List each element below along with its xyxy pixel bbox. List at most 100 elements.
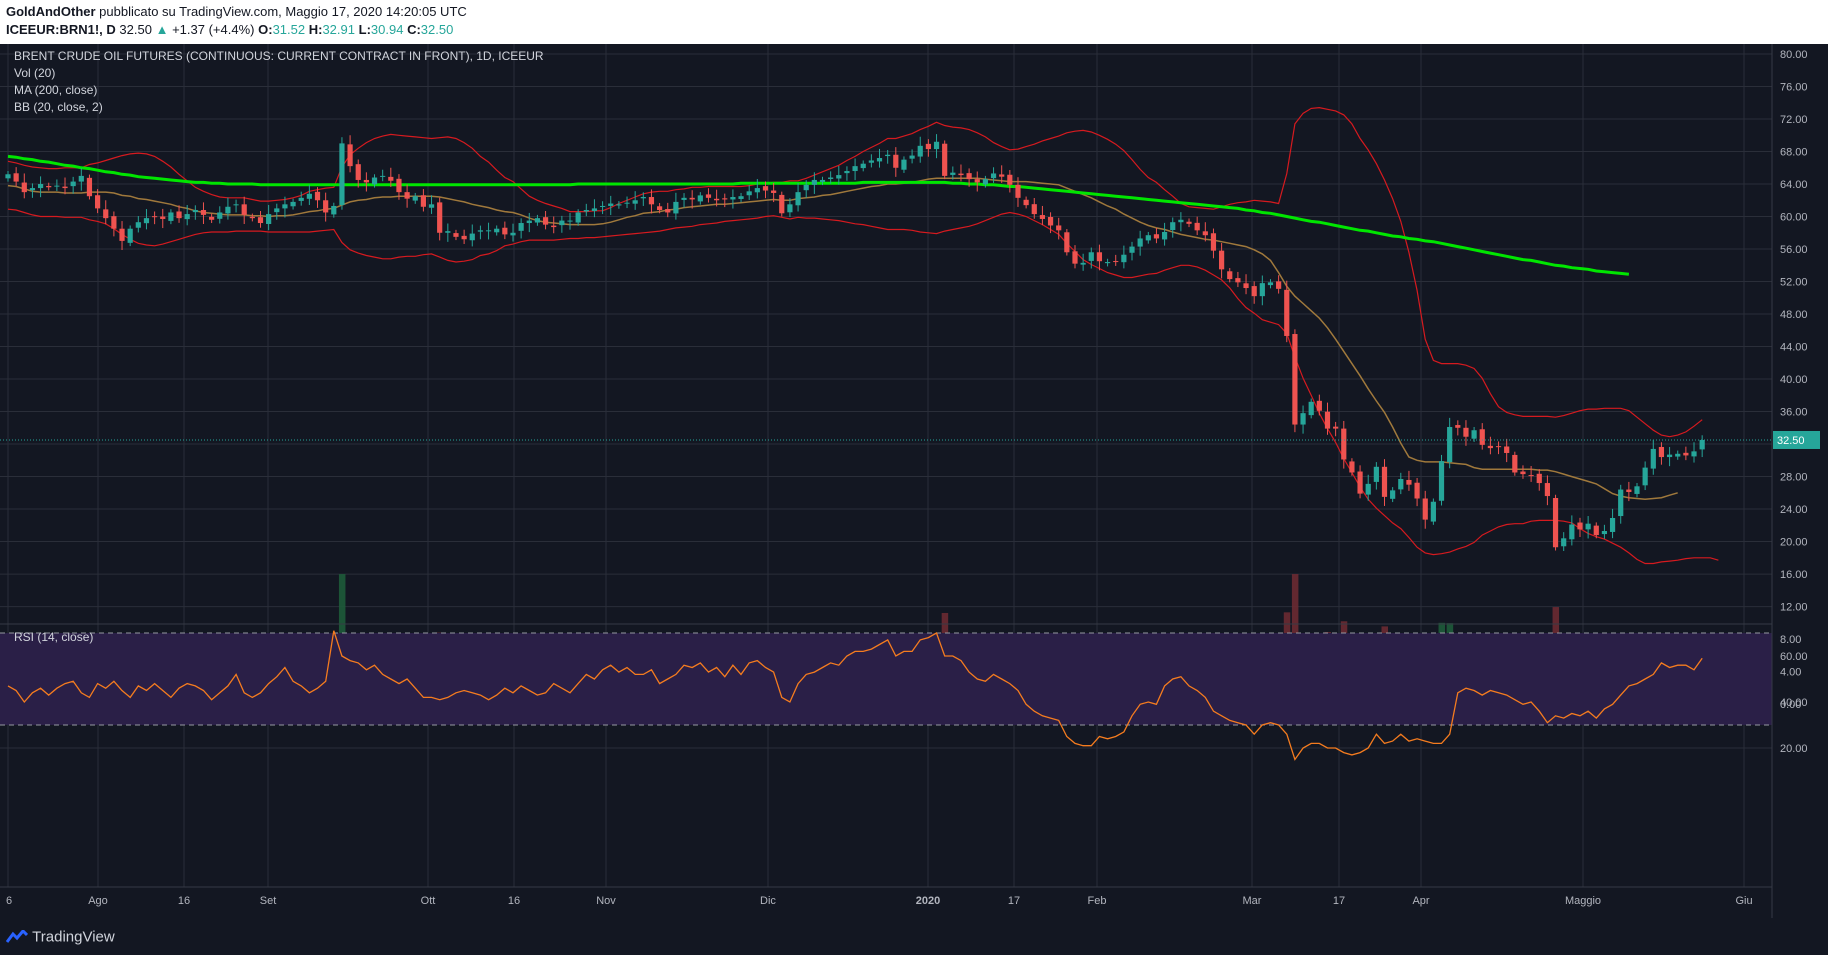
candle-body[interactable] [1194, 222, 1200, 231]
candle-body[interactable] [1251, 286, 1257, 297]
candle-body[interactable] [388, 176, 394, 181]
candle-body[interactable] [1536, 473, 1542, 484]
price-chart[interactable]: 80.0076.0072.0068.0064.0060.0056.0052.00… [0, 44, 1828, 918]
candle-body[interactable] [477, 230, 484, 232]
candle-body[interactable] [94, 195, 101, 209]
candle-body[interactable] [1170, 222, 1176, 231]
candle-body[interactable] [1292, 334, 1298, 425]
candle-body[interactable] [559, 220, 565, 226]
candle-body[interactable] [412, 196, 418, 201]
candle-body[interactable] [591, 208, 598, 211]
candle-body[interactable] [1675, 453, 1681, 457]
candle-body[interactable] [266, 214, 272, 224]
candle-body[interactable] [1300, 413, 1306, 425]
candle-body[interactable] [274, 208, 280, 213]
candle-body[interactable] [811, 179, 817, 185]
candle-body[interactable] [730, 197, 736, 200]
candle-body[interactable] [1577, 522, 1583, 530]
candle-body[interactable] [1609, 517, 1616, 532]
candle-body[interactable] [575, 212, 581, 223]
candle-body[interactable] [249, 216, 255, 219]
candle-body[interactable] [1593, 525, 1599, 536]
candle-body[interactable] [209, 216, 215, 220]
candle-body[interactable] [469, 233, 475, 241]
candle-body[interactable] [1650, 448, 1656, 469]
candle-body[interactable] [314, 191, 321, 201]
price-axis[interactable]: 80.00 76.00 72.00 68.00 64.00 60.00 56.00 52.00… [1773, 49, 1820, 755]
candle-body[interactable] [461, 235, 467, 240]
candle-body[interactable] [1333, 426, 1339, 429]
candle-body[interactable] [1056, 225, 1062, 231]
candle-body[interactable] [665, 209, 671, 213]
candle-body[interactable] [1552, 498, 1559, 548]
candle-body[interactable] [624, 202, 630, 204]
candle-body[interactable] [844, 171, 850, 174]
candle-body[interactable] [1479, 429, 1485, 445]
candle-body[interactable] [909, 155, 915, 159]
candle-body[interactable] [127, 228, 133, 243]
candle-body[interactable] [1161, 231, 1168, 240]
candle-body[interactable] [795, 192, 801, 206]
candle-body[interactable] [1642, 467, 1648, 486]
candle-body[interactable] [942, 143, 948, 176]
candle-body[interactable] [1447, 426, 1453, 463]
candle-body[interactable] [306, 193, 312, 199]
candle-body[interactable] [404, 192, 410, 199]
candle-body[interactable] [852, 166, 858, 172]
candle-body[interactable] [1495, 446, 1502, 448]
candle-body[interactable] [1504, 446, 1510, 453]
candle-body[interactable] [567, 220, 573, 222]
candle-body[interactable] [616, 204, 622, 206]
candle-body[interactable] [868, 160, 874, 163]
candle-body[interactable] [143, 218, 150, 224]
candle-body[interactable] [355, 164, 361, 180]
candle-body[interactable] [1284, 289, 1290, 336]
candle-body[interactable] [5, 174, 11, 179]
candle-body[interactable] [1487, 445, 1493, 449]
candle-body[interactable] [1186, 221, 1192, 224]
candle-body[interactable] [1398, 478, 1404, 490]
candle-body[interactable] [1308, 401, 1314, 416]
candle-body[interactable] [502, 227, 508, 235]
candle-body[interactable] [640, 197, 646, 199]
candle-body[interactable] [1341, 428, 1347, 460]
candle-body[interactable] [1202, 231, 1208, 236]
candle-body[interactable] [1390, 490, 1396, 499]
candle-body[interactable] [1691, 451, 1697, 457]
candle-body[interactable] [1096, 252, 1103, 262]
candle-body[interactable] [1349, 461, 1355, 473]
candle-body[interactable] [599, 205, 606, 207]
candle-body[interactable] [282, 204, 288, 209]
legend-bb[interactable]: BB (20, close, 2) [14, 100, 103, 114]
candle-body[interactable] [762, 186, 769, 191]
candle-body[interactable] [1414, 482, 1420, 499]
candle-body[interactable] [111, 216, 117, 229]
candle-body[interactable] [551, 225, 557, 228]
candle-body[interactable] [1007, 174, 1013, 185]
candle-body[interactable] [176, 211, 182, 219]
candle-body[interactable] [1080, 262, 1086, 265]
candle-body[interactable] [257, 217, 264, 224]
candle-body[interactable] [494, 228, 500, 233]
candle-body[interactable] [1243, 283, 1249, 289]
candle-body[interactable] [901, 159, 907, 170]
candle-body[interactable] [1422, 498, 1428, 520]
candle-body[interactable] [648, 197, 655, 205]
candle-body[interactable] [542, 217, 549, 225]
candle-body[interactable] [828, 177, 834, 179]
candle-body[interactable] [518, 223, 524, 231]
candle-body[interactable] [836, 175, 842, 179]
candle-body[interactable] [999, 174, 1005, 177]
candle-body[interactable] [1471, 430, 1477, 439]
candle-body[interactable] [290, 201, 296, 207]
candle-body[interactable] [925, 143, 931, 150]
candle-body[interactable] [1438, 461, 1445, 501]
candle-body[interactable] [1104, 262, 1111, 264]
candle-body[interactable] [119, 228, 125, 241]
candle-body[interactable] [1463, 427, 1469, 437]
candle-body[interactable] [697, 195, 703, 202]
candle-body[interactable] [974, 179, 980, 183]
candle-body[interactable] [1455, 425, 1461, 428]
candle-body[interactable] [1626, 489, 1632, 492]
candle-body[interactable] [1406, 479, 1412, 485]
